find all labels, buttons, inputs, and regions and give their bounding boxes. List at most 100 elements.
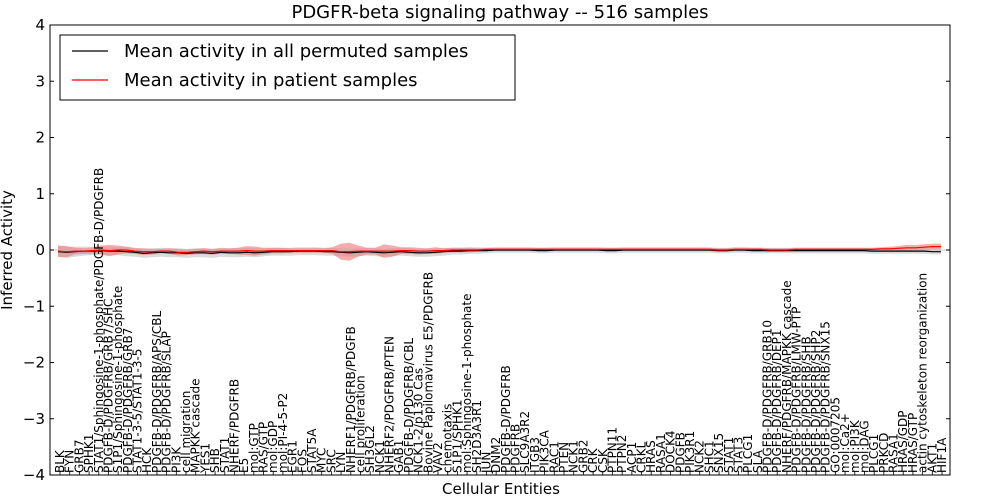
series-line-1 — [57, 246, 941, 253]
y-tick-label: 3 — [35, 72, 45, 90]
x-tick-label: PTPN2 — [615, 435, 629, 473]
x-tick-label: GO:0007205 — [828, 397, 842, 473]
x-tick-label: PDGFB-D/PDGFRB/APS/CBL — [150, 310, 164, 473]
x-tick-label: PDGFB-D/PDGFRB/CBL — [402, 338, 416, 473]
x-tick-label: STAT1 — [722, 437, 736, 473]
x-tick-label: STAT1-3-5/STAT1-3-5 — [131, 349, 145, 473]
x-tick-label: chemotaxis — [441, 404, 455, 473]
x-tick-label: SPHK1 — [82, 434, 96, 473]
x-tick-label: mol:PI3K — [848, 419, 862, 473]
x-tick-label: LYN — [334, 452, 348, 473]
x-tick-label: PDGFB-D/PDGFRB — [499, 365, 513, 473]
y-tick-label: −3 — [23, 410, 45, 428]
x-tick-label: cell proliferation — [354, 375, 368, 473]
x-tick-label: RASA1 — [887, 433, 901, 473]
x-tick-label: STAT5A — [305, 428, 319, 473]
x-tick-label: FOS — [295, 449, 309, 473]
x-tick-label: E5 — [237, 458, 251, 473]
chart-title: PDGFR-beta signaling pathway -- 516 samp… — [291, 2, 708, 23]
x-tick-label: DOCK4 — [664, 430, 678, 473]
x-tick-label: HRAS/GDP — [896, 410, 910, 473]
y-tick-label: 0 — [35, 241, 45, 259]
x-tick-label: PDGFB-D/PDGFRB/LMW-PTP — [790, 307, 804, 473]
x-tick-label: ACP1 — [625, 442, 639, 473]
x-tick-label: RAC1 — [547, 441, 561, 473]
x-tick-label: mol:PI-4-5-P2 — [276, 393, 290, 473]
y-tick-label: 4 — [35, 16, 45, 34]
x-tick-label: SLC9A3R2 — [518, 411, 532, 473]
x-tick-label: CRKL — [635, 441, 649, 473]
x-tick-label: PLCG1 — [867, 434, 881, 473]
x-tick-label: NHERF2/PDGFRB/PTEN — [383, 336, 397, 473]
x-tick-label: RASA1 — [654, 433, 668, 473]
x-tick-label: S1P1/SPHK1 — [450, 399, 464, 473]
y-axis-label: Inferred Activity — [0, 190, 16, 310]
legend: Mean activity in all permuted samples Me… — [59, 34, 516, 101]
x-tick-labels: BLKFYNGRB7SPHK1STAT1/Sphingosine-1-phosp… — [53, 168, 949, 475]
x-tick-label: MAPKK cascade — [189, 378, 203, 473]
x-tick-label: STAT3 — [732, 437, 746, 473]
y-tick-label: 2 — [35, 129, 45, 147]
x-tick-label: PRKCD — [877, 433, 891, 473]
x-tick-label: PDGFB — [673, 432, 687, 473]
x-tick-label: SNX15 — [712, 433, 726, 473]
x-tick-label: Bovine Papilomavirus E5/PDGFRB — [421, 272, 435, 473]
x-tick-label: mol:Sphingosine-1-phosphate — [460, 294, 474, 474]
y-axis: 4 3 2 1 0 −1 −2 −3 −4 — [23, 16, 950, 484]
x-tick-label: ITGB3 — [528, 437, 542, 473]
y-tick-label: 1 — [35, 185, 45, 203]
plot-frame — [49, 24, 951, 476]
x-axis-label: Cellular Entities — [442, 480, 560, 498]
x-tick-label: mol:Ca2+ — [838, 413, 852, 473]
x-tick-label: HIF1A — [935, 437, 949, 473]
legend-label-patient: Mean activity in patient samples — [124, 70, 418, 91]
x-tick-label: NHERF/PDGFRB — [228, 379, 242, 473]
x-tick-label: SRC — [324, 449, 338, 473]
legend-box — [59, 34, 516, 101]
x-tick-label: RAS/GTP — [257, 422, 271, 473]
y-tick-label: −1 — [23, 297, 45, 315]
x-tick-label: PDGFB-D/PDGFRB/SHB — [799, 336, 813, 473]
x-tick-label: PI3K — [169, 446, 183, 473]
x-tick-label: NCK1-2/p130 Cas — [412, 368, 426, 473]
x-tick-label: NCK2 — [693, 440, 707, 473]
x-tick-label: mol:DAG — [858, 420, 872, 473]
x-tick-label: cell migration — [179, 391, 193, 473]
x-tick-label: BLK — [53, 449, 67, 473]
x-tick-label: PDGFB-D/PDGFRB/SHP2 — [809, 330, 823, 473]
x-tick-label: NHERF1/PDGFRB/PDGFB — [344, 326, 358, 473]
x-tick-label: SHC1 — [702, 440, 716, 473]
series-lines — [57, 246, 941, 255]
x-tick-label: PDGFB-D/PDGFRB/SLAP — [160, 331, 174, 473]
x-tick-label: GRB7 — [72, 439, 86, 473]
x-tick-label: CSK — [596, 448, 610, 473]
x-tick-label: PIK3R1 — [683, 431, 697, 473]
x-tick-label: S1P1/Sphingosine-1-phosphate — [111, 286, 125, 473]
x-tick-label: GAB1 — [392, 440, 406, 473]
x-tick-label: mol:GDP — [266, 421, 280, 473]
x-tick-label: STAT1 — [218, 437, 232, 473]
y-tick-label: −2 — [23, 354, 45, 372]
legend-label-permuted: Mean activity in all permuted samples — [124, 41, 468, 62]
x-tick-label: PDGFB-D/PDGFRB/SNX15 — [819, 321, 833, 473]
x-tick-label: PDGFB-D/PDGFRB/DEP1 — [770, 329, 784, 473]
x-tick-label: NHERF/PDGFRB/MAPKK cascade — [780, 280, 794, 473]
x-tick-label: EGR1 — [286, 440, 300, 473]
x-tick-label: YES1 — [198, 443, 212, 474]
x-tick-label: mol:GTP — [247, 423, 261, 473]
x-tick-label: PTEN — [557, 442, 571, 473]
x-tick-label: actin cytoskeleton reorganization — [916, 273, 930, 473]
x-tick-label: FYN — [63, 450, 77, 473]
x-tick-label: MYC — [315, 448, 329, 473]
x-tick-label: NCK1 — [373, 440, 387, 473]
x-tick-label: SHB — [208, 448, 222, 473]
x-tick-label: SH2D3A3R1 — [470, 400, 484, 473]
y-tick-label: −4 — [23, 466, 45, 484]
x-tick-label: SLA — [751, 449, 765, 473]
x-tick-label: JUN — [480, 452, 494, 474]
x-tick-label: HRAS — [644, 440, 658, 473]
x-tick-label: PDGFB-D/PDGFRB/GRB7 — [121, 328, 135, 473]
x-tick-label: PDGFB-D/PDGFRB/GRB7/SHC — [102, 299, 116, 473]
x-tick-label: PDGFRB — [509, 424, 523, 473]
x-tick-label: AKT1 — [925, 443, 939, 473]
